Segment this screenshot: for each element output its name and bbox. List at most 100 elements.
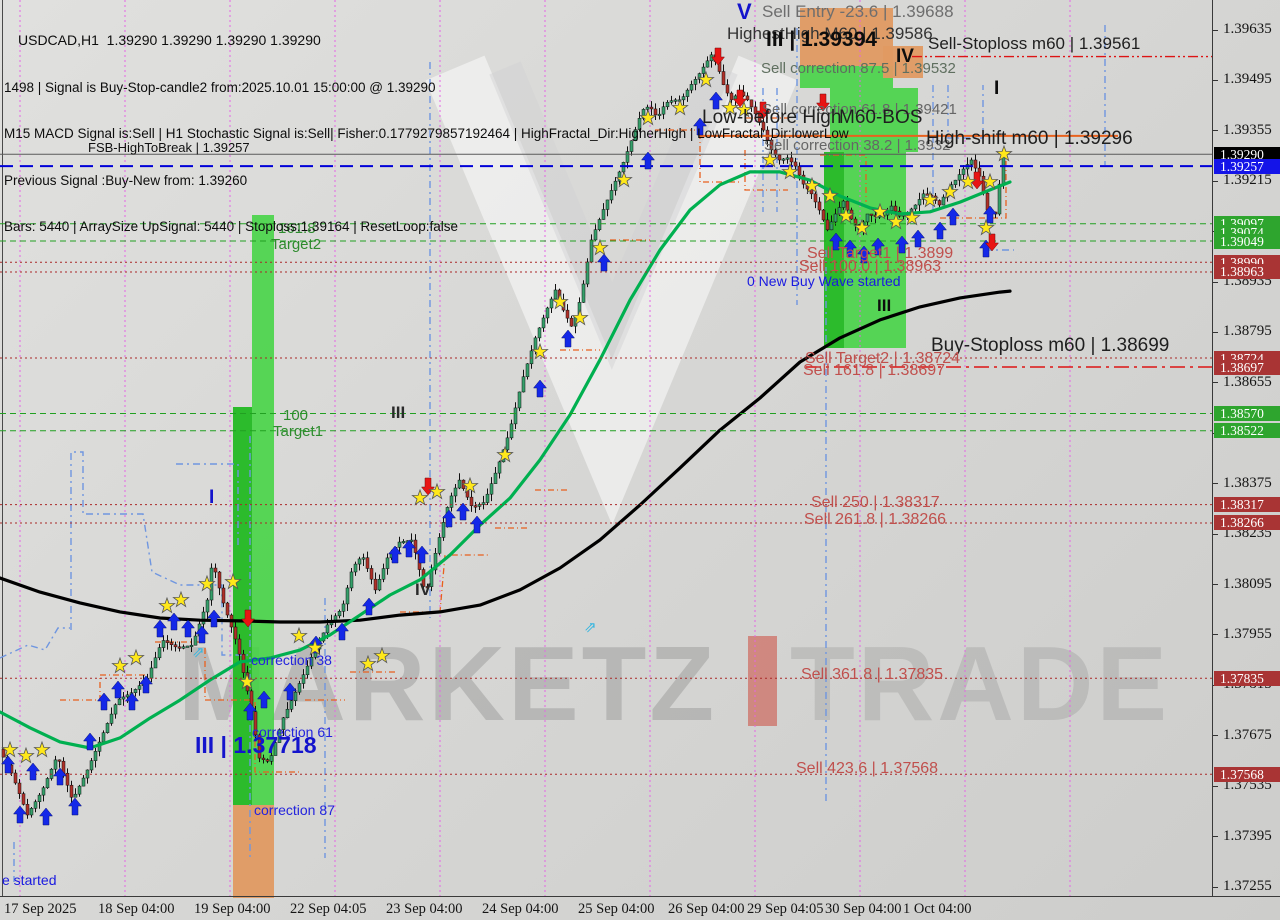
buy-arrow-icon	[640, 151, 656, 170]
candle	[653, 108, 658, 116]
candle	[769, 139, 774, 151]
price-tick-label: 1.37395	[1223, 827, 1272, 844]
buy-arrow-icon	[256, 690, 272, 709]
time-axis[interactable]: 17 Sep 2025 18 Sep 04:00 19 Sep 04:00 22 Se…	[0, 896, 1280, 920]
candle	[673, 99, 678, 102]
annotation-label: Sell 423.6 | 1.37568	[796, 760, 939, 777]
buy-arrow-icon	[361, 597, 377, 616]
buy-arrow-icon	[96, 692, 112, 711]
candle	[785, 157, 790, 160]
annotation-label: Low-before High	[702, 107, 842, 128]
candle	[825, 219, 830, 231]
annotation-label: Sell 161.8 | 1.38697	[803, 362, 946, 379]
candle	[457, 479, 462, 489]
price-tick-mark	[1213, 130, 1218, 132]
logo-chevron-icon	[425, 55, 798, 525]
candle	[813, 193, 818, 203]
sell-arrow-icon	[240, 609, 256, 628]
fsb-indicator-segment	[947, 85, 984, 139]
candle	[1, 748, 6, 758]
candle	[517, 391, 522, 409]
buy-arrow-icon	[945, 207, 961, 226]
candle	[761, 121, 766, 131]
buy-arrow-icon	[180, 619, 196, 638]
candle	[109, 713, 114, 724]
star-signal-icon	[697, 70, 715, 88]
candle	[121, 696, 126, 700]
star-signal-icon	[639, 108, 657, 126]
candle	[433, 553, 438, 571]
annotation-label: 100	[283, 407, 309, 424]
star-signal-icon	[290, 626, 308, 644]
candle	[957, 174, 962, 181]
candle	[609, 190, 614, 201]
candle	[45, 778, 50, 789]
candle	[505, 437, 510, 451]
candle	[341, 603, 346, 612]
buy-arrow-icon	[166, 612, 182, 631]
time-tick-label: 1 Oct 04:00	[903, 901, 972, 917]
candle	[553, 289, 558, 300]
candle	[893, 205, 898, 212]
fractal-trail-segment	[699, 120, 740, 183]
candle	[41, 787, 46, 796]
sell-arrow-icon	[710, 47, 726, 66]
sell-arrow-icon	[732, 89, 748, 108]
star-signal-icon	[411, 488, 429, 506]
star-signal-icon	[761, 150, 779, 168]
price-tick-label: 1.37675	[1223, 726, 1272, 743]
candle	[489, 483, 494, 495]
buy-arrow-icon	[414, 545, 430, 564]
price-badge: 1.38317	[1214, 497, 1280, 513]
price-tick-label: 1.38375	[1223, 474, 1272, 491]
candle	[173, 644, 178, 648]
star-signal-icon	[821, 186, 839, 204]
candle	[25, 804, 30, 816]
bars-line: Bars: 5440 | ArraySize UpSignal: 5440 | …	[4, 219, 459, 234]
annotation-label: Sell 261.8 | 1.38266	[804, 511, 947, 528]
price-axis[interactable]: 1.396351.394951.393551.392151.390751.389…	[1212, 0, 1280, 896]
candle	[953, 179, 958, 185]
sell-arrow-icon	[755, 101, 771, 120]
annotation-label: III | 1.37718	[195, 732, 317, 758]
annotation-label: IV	[896, 46, 914, 67]
candle	[301, 674, 306, 684]
candle	[617, 171, 622, 182]
breakout-arrow-icon: ⇗	[192, 644, 205, 661]
candle	[185, 645, 190, 648]
zone-rect	[800, 8, 893, 66]
price-badge: 1.37568	[1214, 766, 1280, 782]
annotation-label: Sell 100.0 | 1.38963	[799, 258, 942, 275]
buy-arrow-icon	[532, 379, 548, 398]
annotation-label: Sell Target2 | 1.38724	[805, 350, 961, 367]
candle	[213, 567, 218, 573]
buy-arrow-icon	[982, 205, 998, 224]
price-badge: 1.39049	[1214, 233, 1280, 249]
price-tick-mark	[1213, 331, 1218, 333]
zone-rect	[252, 215, 274, 407]
buy-arrow-icon	[282, 682, 298, 701]
candle	[365, 557, 370, 569]
fractal-trail-segment	[820, 154, 867, 202]
candle	[793, 161, 798, 167]
candle	[37, 794, 42, 802]
price-tick-mark	[1213, 735, 1218, 737]
annotation-label: Sell correction 61.8 | 1.39421	[762, 101, 957, 118]
candle	[845, 200, 850, 211]
candle	[597, 219, 602, 230]
candle	[349, 571, 354, 589]
star-signal-icon	[172, 590, 190, 608]
annotation-label: e started	[2, 872, 57, 888]
time-tick-label: 30 Sep 04:00	[825, 901, 902, 917]
star-signal-icon	[111, 656, 129, 674]
candle	[729, 92, 734, 101]
symbol-title: USDCAD,H1 1.39290 1.39290 1.39290 1.3929…	[18, 32, 321, 48]
candle	[997, 183, 1002, 215]
zone-rect	[800, 66, 893, 88]
price-tick-label: 1.38795	[1223, 323, 1272, 340]
star-signal-icon	[887, 212, 905, 230]
star-signal-icon	[671, 98, 689, 116]
price-badge: 1.37835	[1214, 670, 1280, 686]
star-signal-icon	[803, 176, 821, 194]
